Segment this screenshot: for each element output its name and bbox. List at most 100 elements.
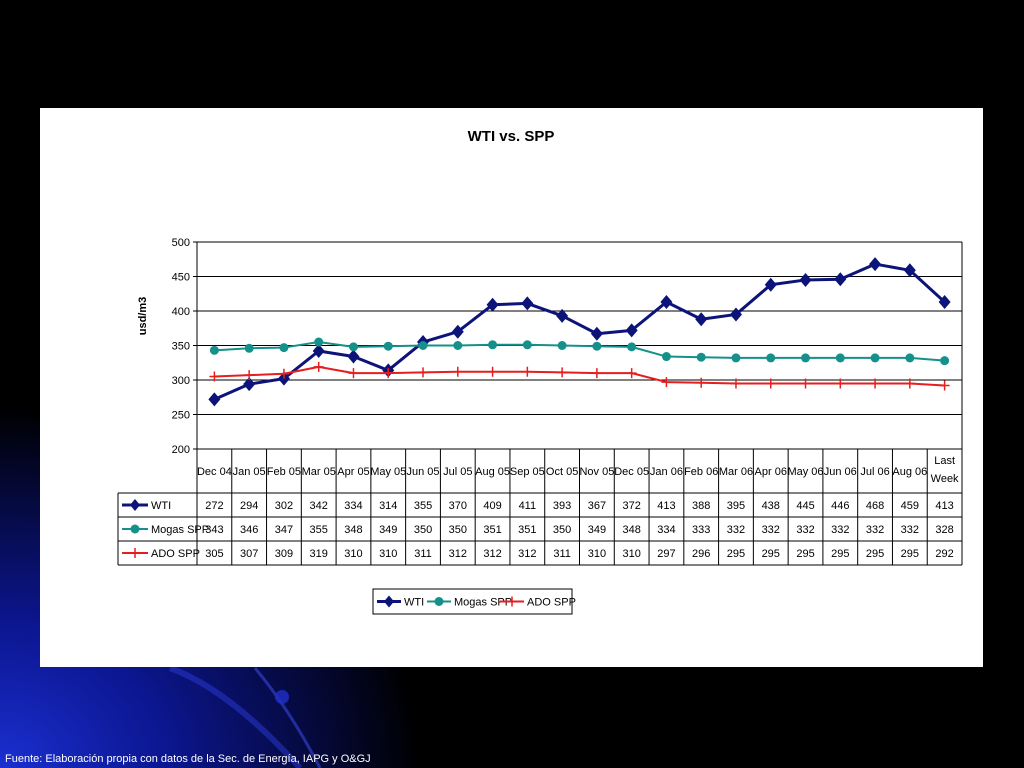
- table-cell-value: 295: [762, 548, 780, 560]
- data-point: [418, 341, 428, 350]
- table-key-marker: [130, 524, 140, 534]
- table-cell-value: 332: [901, 524, 919, 536]
- series-WTI: [208, 257, 951, 407]
- table-cell-value: 295: [796, 548, 814, 560]
- data-point: [488, 340, 498, 350]
- category-label: Apr 05: [337, 466, 369, 478]
- table-cell-value: 351: [518, 524, 536, 536]
- table-cell-value: 355: [310, 524, 328, 536]
- data-point: [312, 344, 325, 359]
- legend: WTI Mogas SPP ADO SPP: [372, 588, 576, 615]
- table-key-marker: [130, 499, 140, 511]
- table-cell-value: 346: [240, 524, 258, 536]
- ytick-label: 250: [172, 410, 190, 422]
- series-lines: [208, 257, 951, 407]
- series-ADO SPP: [209, 361, 950, 391]
- data-point: [696, 352, 706, 362]
- category-label: Apr 06: [755, 466, 787, 478]
- data-point: [486, 297, 499, 312]
- data-point: [209, 371, 220, 382]
- table-row-label: WTI: [151, 500, 171, 512]
- data-point: [765, 378, 776, 389]
- table-row-label: ADO SPP: [151, 548, 200, 560]
- table-cell-value: 388: [692, 500, 710, 512]
- data-point: [661, 352, 671, 362]
- data-point: [522, 366, 533, 377]
- table-cell-value: 348: [622, 524, 640, 536]
- category-label: Jul 06: [860, 466, 889, 478]
- table-cell-value: 395: [727, 500, 745, 512]
- legend-key-marker: [384, 595, 394, 608]
- category-label: Dec 05: [614, 466, 649, 478]
- category-label: Jun 05: [407, 466, 440, 478]
- ytick-label: 450: [172, 272, 190, 284]
- table-cell-value: 348: [344, 524, 362, 536]
- data-point: [939, 380, 950, 391]
- data-point: [903, 263, 916, 278]
- data-point: [244, 343, 254, 353]
- data-point: [731, 353, 741, 363]
- table-cell-value: 294: [240, 500, 258, 512]
- table-cell-value: 343: [205, 524, 223, 536]
- table-cell-value: 333: [692, 524, 710, 536]
- data-point: [451, 324, 464, 339]
- data-point: [418, 367, 429, 378]
- data-point: [626, 368, 637, 379]
- series-line: [214, 341, 945, 362]
- category-label: Aug 06: [892, 466, 927, 478]
- table-cell-value: 347: [275, 524, 293, 536]
- data-point: [557, 367, 568, 378]
- chart-canvas: WTI vs. SPP usd/m3 200 250 300 350 400 450 500…: [117, 128, 963, 615]
- data-point: [278, 368, 289, 379]
- series-line: [214, 365, 945, 387]
- data-point: [661, 377, 672, 388]
- table-cell-value: 367: [588, 500, 606, 512]
- data-point: [870, 353, 880, 363]
- category-label: May 05: [370, 466, 406, 478]
- data-point: [279, 343, 289, 353]
- data-point: [557, 341, 567, 350]
- table-cell-value: 305: [205, 548, 223, 560]
- table-cell-value: 309: [275, 548, 293, 560]
- data-point: [801, 353, 811, 363]
- data-point: [453, 341, 463, 350]
- data-point: [591, 368, 602, 379]
- table-cell-value: 393: [553, 500, 571, 512]
- table-cell-value: 446: [831, 500, 849, 512]
- ytick-label: 350: [172, 341, 190, 353]
- data-table: Dec 04 Jan 05 Feb 05 Mar 05 Apr 05 May 05 Jun …: [117, 449, 963, 566]
- data-point: [870, 378, 881, 389]
- y-axis-title: usd/m3: [137, 297, 149, 336]
- table-cell-value: 334: [657, 524, 675, 536]
- table-cell-value: 295: [831, 548, 849, 560]
- category-label: Feb 05: [267, 466, 301, 478]
- table-cell-value: 310: [344, 548, 362, 560]
- table-cell-value: 307: [240, 548, 258, 560]
- table-cell-value: 296: [692, 548, 710, 560]
- legend-entry: ADO SPP: [527, 597, 576, 609]
- data-point: [834, 272, 847, 287]
- category-label: Nov 05: [579, 466, 614, 478]
- data-point: [695, 312, 708, 327]
- table-cell-value: 297: [657, 548, 675, 560]
- ytick-label: 300: [172, 375, 190, 387]
- table-cell-value: 413: [657, 500, 675, 512]
- legend-entry: WTI: [404, 597, 424, 609]
- data-point: [938, 295, 951, 310]
- table-row-key: [122, 499, 148, 511]
- data-point: [729, 307, 742, 322]
- category-label: Jun 06: [824, 466, 857, 478]
- data-point: [243, 377, 256, 392]
- data-point: [452, 366, 463, 377]
- category-label: Jan 05: [233, 466, 266, 478]
- table-cell-value: 310: [622, 548, 640, 560]
- table-cell-value: 292: [935, 548, 953, 560]
- data-point: [835, 353, 845, 363]
- table-cell-value: 332: [831, 524, 849, 536]
- category-label: Jan 06: [650, 466, 683, 478]
- data-point: [869, 257, 882, 272]
- data-point: [660, 295, 673, 310]
- table-cell-value: 411: [519, 500, 537, 512]
- legend-key-marker: [434, 597, 444, 606]
